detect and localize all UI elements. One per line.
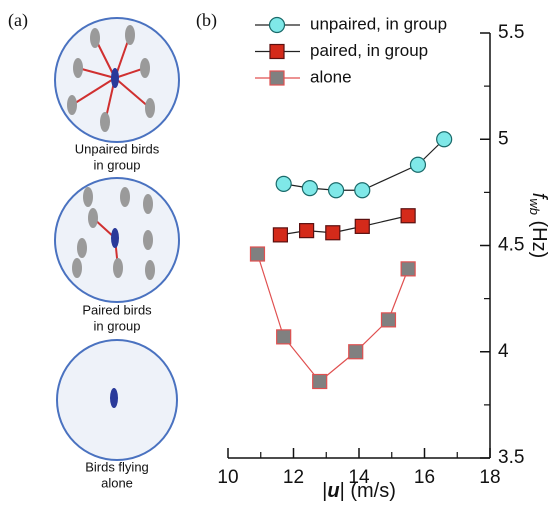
x-label-part: | (m/s) [340,480,396,502]
diagram-caption: alone [101,475,133,490]
y-label-part: wb [527,198,542,215]
y-axis-label: fwb (Hz) [527,193,550,259]
y-tick-label: 4 [498,341,509,362]
x-tick-label: 18 [479,467,500,488]
x-tick-label: 14 [348,467,370,488]
x-label-part: | [322,480,327,502]
legend-marker [268,16,286,34]
marker [354,218,370,234]
birds [67,25,155,280]
focal-bird [110,68,119,408]
y-label-part: (Hz) [528,215,550,258]
legend-marker [269,43,285,60]
marker [409,156,427,173]
marker [327,182,345,199]
marker [249,246,266,262]
marker [436,131,453,148]
y-label-part: f [528,193,550,201]
diagram-caption: in group [94,157,141,172]
y-tick-label: 5 [498,128,509,149]
panel-label: (b) [196,10,217,31]
marker [400,208,416,224]
x-tick-label: 16 [414,467,435,488]
marker [275,175,292,192]
legend-label: alone [310,67,352,86]
panel-label: (a) [8,10,28,31]
marker [299,223,315,239]
marker [312,373,328,390]
legend-label: paired, in group [310,41,428,60]
marker [348,344,364,360]
marker [301,180,318,197]
y-tick-label: 4.5 [498,235,524,256]
marker [272,227,288,243]
x-label-part: u [327,480,339,502]
marker [354,182,371,199]
x-axis-label: |u| (m/s) [322,480,396,502]
marker [380,312,397,328]
x-tick-label: 10 [217,467,238,488]
diagrams [54,17,180,461]
diagram-caption: Paired birds [82,302,152,317]
legend-marker [269,70,285,86]
diagram-caption: in group [94,318,141,333]
marker [400,261,416,277]
x-tick-label: 12 [283,467,304,488]
diagram-caption: Unpaired birds [75,141,160,156]
marker [276,329,292,345]
series-line [256,253,409,383]
marker [325,225,341,241]
legend-label: unpaired, in group [310,14,447,33]
y-tick-label: 3.5 [498,447,524,468]
diagram-caption: Birds flying [85,459,149,474]
y-tick-label: 5.5 [498,22,524,43]
